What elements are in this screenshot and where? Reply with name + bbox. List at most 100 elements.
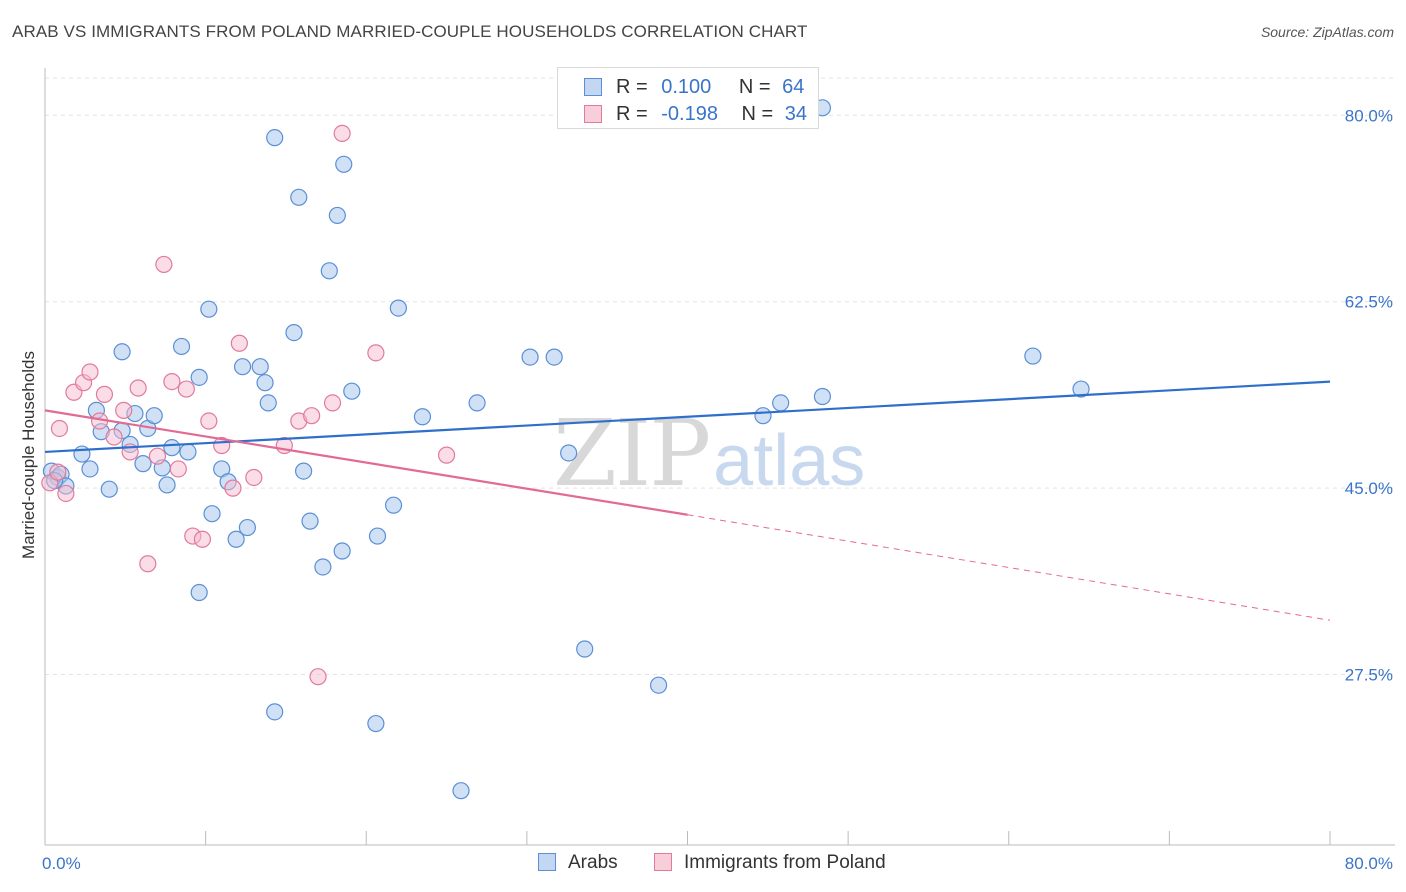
arabs-point — [266, 129, 284, 147]
arabs-point — [389, 299, 407, 317]
y-tick-label: 45.0% — [1345, 479, 1393, 498]
arabs-point — [203, 505, 221, 523]
source-credit: Source: ZipAtlas.com — [1260, 24, 1394, 40]
poland-point — [200, 412, 218, 430]
y-tick-label: 27.5% — [1345, 666, 1393, 685]
axes — [44, 68, 1395, 846]
arabs-point — [468, 394, 486, 412]
legend-r-value: 0.100 — [661, 76, 712, 98]
legend-swatch-arabs — [584, 78, 602, 96]
arabs-point — [301, 512, 319, 530]
arabs-point — [314, 558, 332, 576]
chart-title: ARAB VS IMMIGRANTS FROM POLAND MARRIED-C… — [12, 22, 808, 41]
legend-r-label: R = — [616, 103, 648, 125]
arabs-point — [545, 348, 563, 366]
poland-point — [148, 447, 167, 465]
poland-point — [163, 373, 181, 391]
legend-swatch-poland — [584, 105, 602, 123]
arabs-point — [227, 530, 245, 548]
tick-labels: 27.5% 45.0% 62.5% 80.0% 0.0% 80.0% — [42, 106, 1393, 873]
poland-point — [333, 124, 351, 142]
poland-point — [169, 460, 187, 478]
arabs-point — [320, 262, 338, 280]
gridlines — [45, 77, 1395, 676]
arabs-point — [113, 343, 131, 361]
poland-point — [323, 394, 342, 412]
arabs-point — [238, 518, 256, 537]
bottom-legend-arabs: Arabs — [538, 852, 618, 874]
legend-n-value: 34 — [784, 103, 808, 125]
poland-point — [437, 446, 456, 464]
legend-n-label: N = — [738, 76, 771, 98]
arabs-point — [290, 188, 308, 206]
arabs-point — [200, 300, 218, 318]
arabs-point — [576, 640, 594, 658]
poland-point — [245, 468, 263, 487]
legend-text-arabs: R = 0.100 N = 64 — [616, 76, 804, 99]
poland-point — [95, 385, 114, 403]
arabs-point — [172, 337, 191, 356]
arabs-point — [158, 476, 176, 494]
poland-point — [129, 379, 147, 397]
poland-point — [81, 363, 99, 381]
arabs-point — [266, 703, 284, 721]
arabs-point — [367, 714, 385, 733]
poland-point — [49, 463, 67, 481]
poland-point — [50, 419, 69, 438]
poland-point — [367, 344, 385, 362]
y-tick-label: 62.5% — [1345, 293, 1393, 312]
poland-point — [57, 484, 75, 503]
arabs-point — [190, 583, 208, 602]
poland-point — [105, 428, 123, 446]
legend-r-label: R = — [616, 76, 648, 98]
arabs-point — [285, 324, 303, 342]
poland-trend-line — [44, 409, 688, 516]
correlation-legend: R = 0.100 N = 64 R = -0.198 N = 34 — [557, 67, 819, 129]
arabs-point — [1072, 380, 1090, 398]
legend-r-value: -0.198 — [661, 103, 718, 125]
poland-point — [224, 479, 242, 497]
bottom-legend-swatch-poland — [654, 853, 672, 871]
arabs-point — [328, 206, 346, 225]
poland-point — [177, 380, 195, 398]
poland-point — [115, 401, 133, 419]
arabs-point — [335, 155, 353, 173]
legend-n-label: N = — [741, 103, 774, 125]
arabs-point — [521, 348, 539, 366]
arabs-point — [1024, 347, 1042, 365]
y-tick-label: 80.0% — [1345, 106, 1393, 125]
x-tick-label: 0.0% — [42, 854, 81, 873]
arabs-point — [813, 387, 832, 406]
poland-point — [309, 668, 327, 686]
arabs-point — [256, 374, 274, 392]
arabs-trend-line — [44, 380, 1331, 454]
arabs-point — [333, 542, 351, 560]
arabs-point — [754, 407, 772, 425]
poland-point — [139, 555, 157, 573]
arabs-point — [81, 460, 99, 478]
arabs-point — [384, 496, 403, 514]
arabs-point — [134, 455, 152, 473]
arabs-point — [259, 394, 277, 412]
bottom-legend-label-arabs: Arabs — [568, 852, 618, 873]
arabs-point — [772, 394, 790, 412]
poland-trend-extrapolation — [687, 514, 1331, 621]
arabs-point — [560, 444, 578, 462]
poland-point — [193, 530, 212, 548]
arabs-point — [343, 382, 361, 400]
arabs-point — [190, 368, 208, 386]
legend-n-value: 64 — [782, 76, 805, 98]
x-tick-label: 80.0% — [1345, 854, 1393, 873]
bottom-legend-swatch-arabs — [538, 853, 556, 871]
series-arabs-points — [42, 99, 1090, 800]
arabs-point — [251, 358, 269, 376]
arabs-point — [179, 443, 197, 461]
arabs-point — [413, 408, 432, 426]
poland-point — [230, 334, 248, 352]
poland-point — [155, 255, 173, 274]
arabs-point — [145, 407, 163, 425]
trend-lines — [44, 380, 1331, 621]
arabs-point — [163, 439, 181, 457]
bottom-legend-label-poland: Immigrants from Poland — [684, 852, 886, 873]
